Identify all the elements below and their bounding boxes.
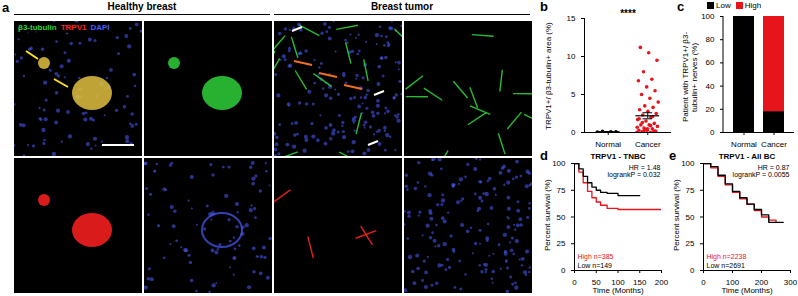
svg-text:Time (Months): Time (Months) (592, 286, 644, 295)
html-text:b: b (540, 0, 548, 14)
svg-text:15: 15 (567, 14, 576, 23)
svg-text:25: 25 (557, 239, 566, 248)
svg-text:20: 20 (706, 105, 715, 114)
html-text:TRPV1+/ β3-tubulin+ area (%): TRPV1+/ β3-tubulin+ area (%) (544, 22, 553, 130)
svg-text:0: 0 (571, 128, 576, 137)
html-text:Percent survival (%): Percent survival (%) (672, 179, 681, 251)
html-text:Patient with TRPV1+/ β3-tubuli: Patient with TRPV1+/ β3-tubulin+ nerves … (681, 32, 699, 122)
svg-text:300: 300 (784, 278, 798, 287)
svg-text:0: 0 (690, 266, 695, 275)
svg-text:75: 75 (557, 186, 566, 195)
svg-text:200: 200 (655, 278, 669, 287)
svg-text:High n=2238: High n=2238 (707, 253, 747, 261)
svg-text:25: 25 (686, 239, 695, 248)
svg-text:Low n=2691: Low n=2691 (707, 262, 745, 269)
svg-text:Cancer: Cancer (761, 140, 787, 149)
html-text:a: a (2, 0, 10, 15)
svg-text:150: 150 (633, 278, 647, 288)
svg-text:0: 0 (561, 266, 566, 275)
svg-text:100: 100 (701, 12, 715, 21)
svg-text:Normal: Normal (731, 140, 757, 149)
svg-text:0: 0 (572, 278, 577, 287)
svg-text:TRPV1 - TNBC: TRPV1 - TNBC (590, 152, 645, 161)
svg-text:50: 50 (557, 213, 566, 222)
svg-text:Low n=149: Low n=149 (578, 262, 613, 269)
svg-text:50: 50 (591, 278, 601, 288)
svg-text:10: 10 (567, 52, 576, 61)
svg-text:40: 40 (706, 82, 715, 91)
svg-text:100: 100 (611, 278, 625, 288)
svg-text:0: 0 (710, 128, 715, 137)
svg-text:200: 200 (754, 278, 769, 288)
html-text:Breast tumor: Breast tumor (370, 1, 434, 12)
svg-text:TRPV1 - All BC: TRPV1 - All BC (719, 152, 776, 161)
svg-text:100: 100 (552, 159, 566, 168)
svg-text:Normal: Normal (595, 140, 621, 149)
svg-text:Time (Months): Time (Months) (721, 286, 773, 295)
html-text:Percent survival (%): Percent survival (%) (543, 179, 552, 251)
svg-text:****: **** (620, 8, 636, 19)
html-text:High: High (744, 1, 762, 10)
svg-text:HR = 1.48logrankP = 0.032: HR = 1.48logrankP = 0.032 (608, 164, 661, 179)
html-text:Healthy breast: Healthy breast (107, 1, 177, 12)
html-text:β3-tubulin TRPV1 DAPI: β3-tubulin TRPV1 DAPI (18, 23, 110, 32)
svg-text:Cancer: Cancer (635, 140, 661, 149)
svg-text:0: 0 (701, 278, 706, 287)
svg-text:60: 60 (706, 58, 715, 67)
html-text:Low: Low (716, 1, 731, 10)
svg-text:5: 5 (571, 90, 576, 99)
svg-text:100: 100 (681, 159, 695, 168)
svg-text:80: 80 (706, 35, 715, 44)
svg-text:High n=385: High n=385 (578, 253, 614, 261)
html-text:d: d (540, 148, 548, 163)
svg-text:100: 100 (725, 278, 740, 288)
html-text:e: e (669, 148, 677, 163)
html-text:c: c (677, 0, 685, 14)
svg-text:HR = 0.87logrankP = 0.0055: HR = 0.87logrankP = 0.0055 (733, 164, 790, 179)
svg-text:75: 75 (686, 186, 695, 195)
svg-text:50: 50 (686, 213, 695, 222)
